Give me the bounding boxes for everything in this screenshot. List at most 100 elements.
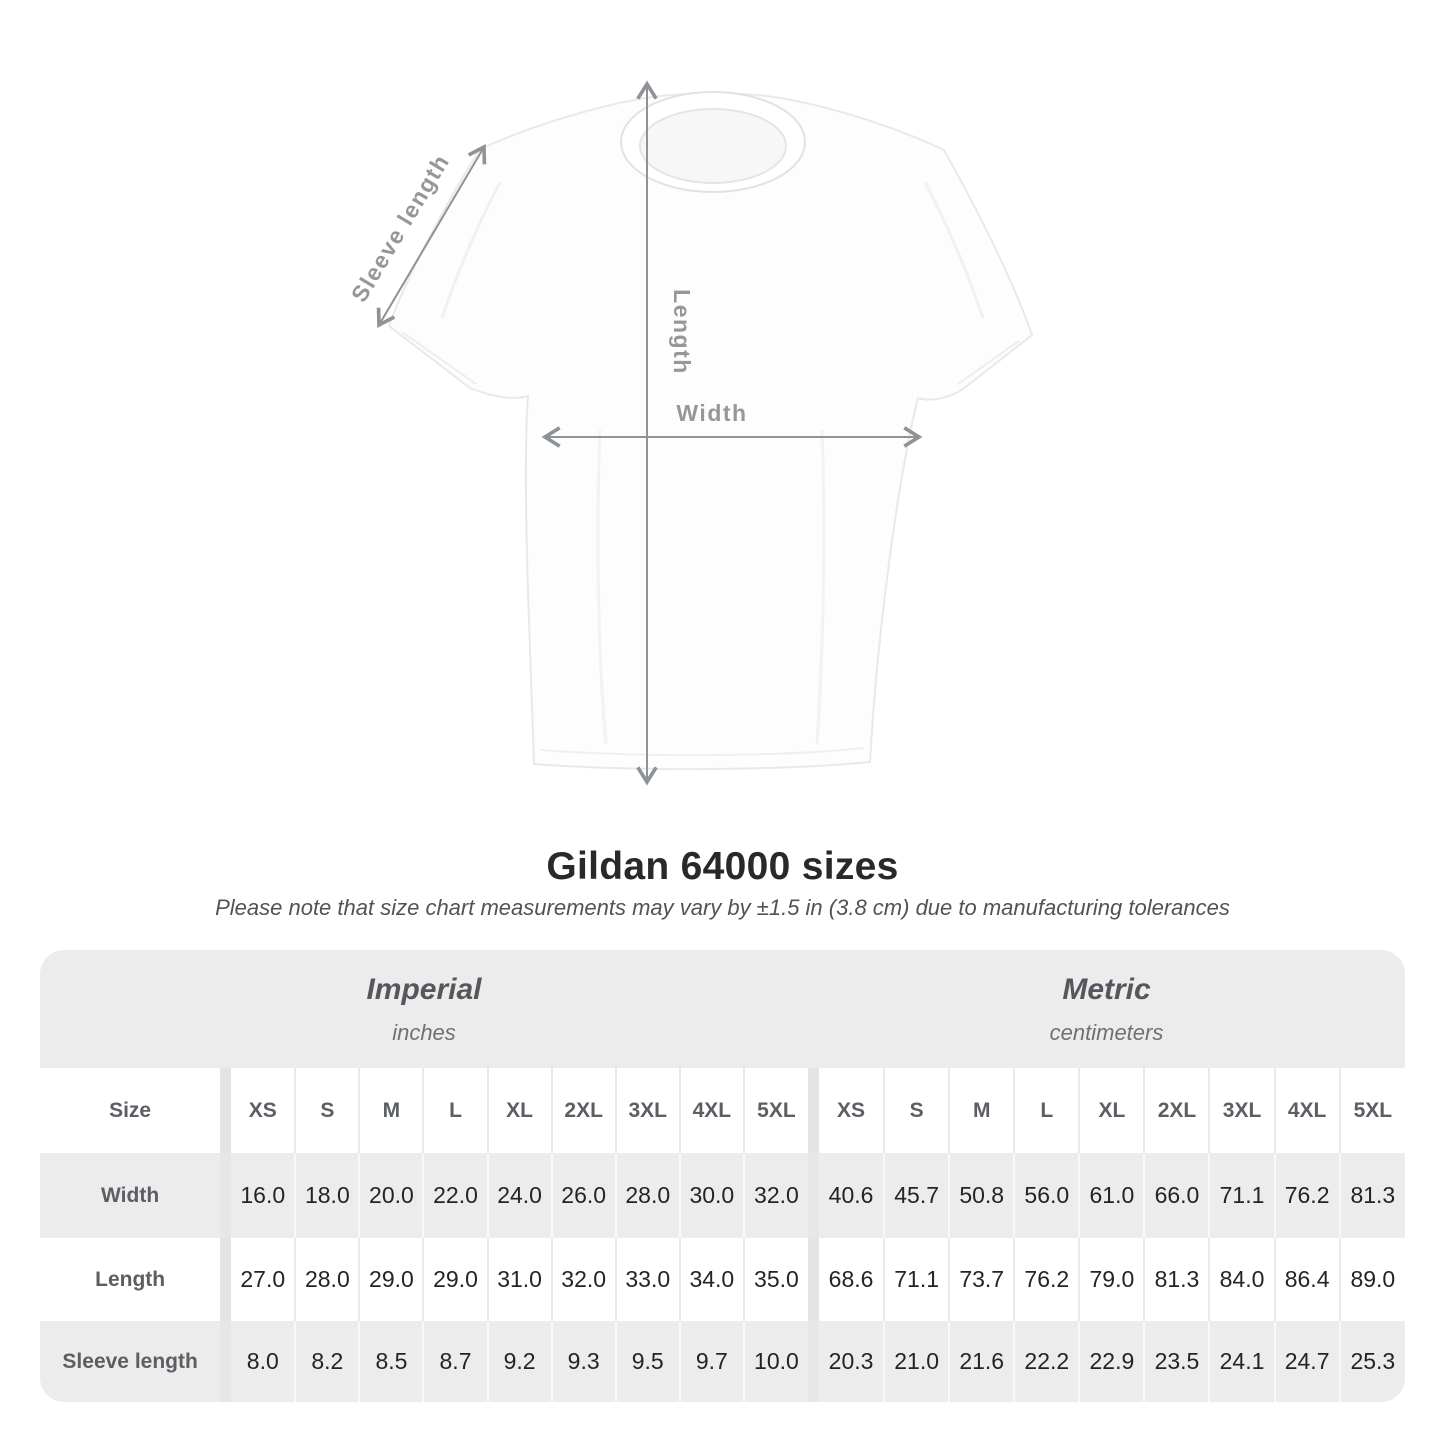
imperial-unit: inches [392,1019,456,1045]
size-header-cell: S [294,1068,360,1153]
unit-divider [808,1068,820,1153]
length-imperial-cell: 33.0 [614,1238,680,1321]
length-imperial-cell: 31.0 [486,1238,552,1321]
width-metric-cell: 76.2 [1273,1153,1340,1238]
length-metric-cell: 68.6 [819,1238,885,1321]
width-imperial-cell: 30.0 [678,1153,744,1238]
tshirt-graphic [387,91,1034,771]
width-metric-cell: 50.8 [948,1153,1015,1238]
length-imperial-cell: 35.0 [742,1238,809,1321]
width-metric-cell: 61.0 [1078,1153,1145,1238]
size-header-cell: 5XL [1338,1068,1405,1153]
size-chart-table: Imperial inches Metric centimeters Size … [40,950,1405,1402]
sleeve-metric-cell: 21.6 [948,1321,1015,1402]
column-divider [220,1068,232,1153]
sleeve-metric-cell: 22.9 [1078,1321,1145,1402]
length-metric-cell: 84.0 [1208,1238,1275,1321]
length-imperial-cell: 27.0 [231,1238,296,1321]
size-header-cell: XL [1078,1068,1145,1153]
length-metric-cell: 79.0 [1078,1238,1145,1321]
metric-label: Metric [1062,972,1151,1006]
column-divider [220,1153,232,1238]
size-header-cell: M [358,1068,424,1153]
length-metric-cell: 81.3 [1143,1238,1210,1321]
sleeve-metric-cell: 24.7 [1273,1321,1340,1402]
column-divider [220,1321,232,1402]
length-row-label: Length [40,1238,221,1321]
size-header-cell: 4XL [678,1068,744,1153]
unit-divider [808,1238,820,1321]
size-header-cell: XS [231,1068,296,1153]
size-header-cell: L [1013,1068,1080,1153]
sleeve-metric-cell: 25.3 [1338,1321,1405,1402]
sleeve-metric-cell: 21.0 [883,1321,950,1402]
size-header-cell: 3XL [1208,1068,1275,1153]
page-title: Gildan 64000 sizes [546,845,899,888]
width-metric-cell: 40.6 [819,1153,885,1238]
sleeve-metric-cell: 24.1 [1208,1321,1275,1402]
size-header-cell: 3XL [614,1068,680,1153]
width-label: Width [676,400,747,426]
width-metric-cell: 56.0 [1013,1153,1080,1238]
width-metric-cell: 45.7 [883,1153,950,1238]
size-header-cell: 5XL [742,1068,809,1153]
size-row-label: Size [40,1068,221,1153]
width-imperial-cell: 24.0 [486,1153,552,1238]
width-imperial-cell: 22.0 [422,1153,488,1238]
size-header-cell: 2XL [550,1068,616,1153]
width-imperial-cell: 20.0 [358,1153,424,1238]
size-header-cell: XS [819,1068,885,1153]
width-row: Width 16.0 18.0 20.0 22.0 24.0 26.0 28.0… [40,1153,1405,1238]
width-metric-cell: 71.1 [1208,1153,1275,1238]
size-header-cell: 4XL [1273,1068,1340,1153]
width-imperial-cell: 26.0 [550,1153,616,1238]
metric-unit: centimeters [1049,1019,1164,1045]
sleeve-imperial-cell: 9.7 [678,1321,744,1402]
imperial-label: Imperial [366,972,482,1006]
length-metric-cell: 89.0 [1338,1238,1405,1321]
sleeve-imperial-cell: 8.7 [422,1321,488,1402]
length-row: Length 27.0 28.0 29.0 29.0 31.0 32.0 33.… [40,1238,1405,1321]
length-metric-cell: 76.2 [1013,1238,1080,1321]
sleeve-imperial-cell: 10.0 [742,1321,809,1402]
size-header-cell: 2XL [1143,1068,1210,1153]
sleeve-imperial-cell: 9.2 [486,1321,552,1402]
width-imperial-cell: 16.0 [231,1153,296,1238]
length-metric-cell: 86.4 [1273,1238,1340,1321]
sleeve-imperial-cell: 8.2 [294,1321,360,1402]
metric-header: Metric centimeters [808,950,1405,1068]
length-imperial-cell: 29.0 [358,1238,424,1321]
length-imperial-cell: 32.0 [550,1238,616,1321]
width-metric-cell: 81.3 [1338,1153,1405,1238]
length-label: Length [669,289,695,375]
length-imperial-cell: 29.0 [422,1238,488,1321]
sleeve-metric-cell: 23.5 [1143,1321,1210,1402]
tolerance-note: Please note that size chart measurements… [215,895,1230,920]
size-header-cell: L [422,1068,488,1153]
size-header-cell: XL [486,1068,552,1153]
size-table-container: Imperial inches Metric centimeters Size … [40,950,1405,1402]
length-metric-cell: 71.1 [883,1238,950,1321]
unit-divider [808,1321,820,1402]
sleeve-row-label: Sleeve length [40,1321,221,1402]
size-header-cell: S [883,1068,950,1153]
sleeve-length-row: Sleeve length 8.0 8.2 8.5 8.7 9.2 9.3 9.… [40,1321,1405,1402]
size-header-cell: M [948,1068,1015,1153]
width-imperial-cell: 18.0 [294,1153,360,1238]
tshirt-measurement-diagram: Sleeve length Length Width [346,80,1034,786]
length-imperial-cell: 34.0 [678,1238,744,1321]
size-header-row: Size XS S M L XL 2XL 3XL 4XL 5XL XS S M … [40,1068,1405,1153]
sleeve-imperial-cell: 8.5 [358,1321,424,1402]
sleeve-imperial-cell: 8.0 [231,1321,296,1402]
width-imperial-cell: 32.0 [742,1153,809,1238]
width-row-label: Width [40,1153,221,1238]
collar-inner [639,108,787,184]
column-divider [220,1238,232,1321]
sleeve-imperial-cell: 9.5 [614,1321,680,1402]
width-metric-cell: 66.0 [1143,1153,1210,1238]
sleeve-imperial-cell: 9.3 [550,1321,616,1402]
sleeve-length-arrow [376,144,487,328]
sleeve-metric-cell: 20.3 [819,1321,885,1402]
imperial-header: Imperial inches [40,950,809,1068]
